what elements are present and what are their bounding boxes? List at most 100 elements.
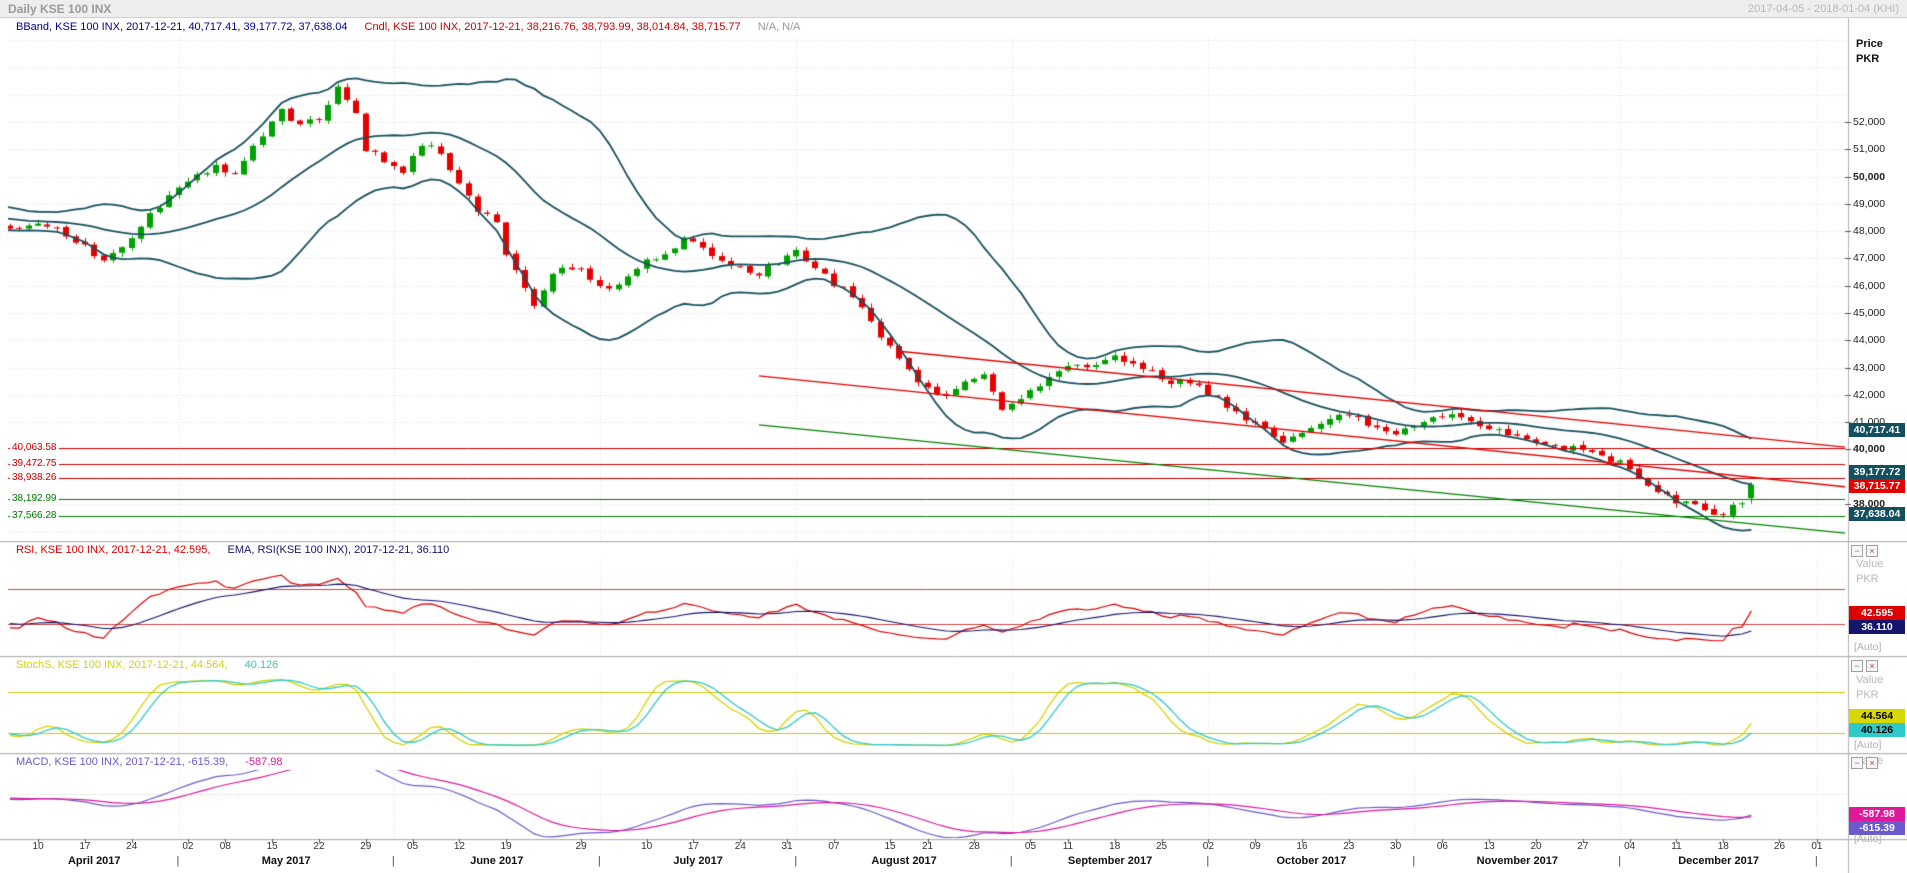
xaxis-month-separator: | <box>1618 855 1622 867</box>
title-bar: Daily KSE 100 INX 2017-04-05 - 2018-01-0… <box>0 0 1907 18</box>
price-axis-tick: 49,000 <box>1853 197 1886 210</box>
xaxis-month-separator: | <box>391 855 395 867</box>
price-axis-tick: 47,000 <box>1853 252 1886 265</box>
xaxis-month-label: July 2017 <box>673 855 723 867</box>
close-panel-icon[interactable]: × <box>1866 545 1878 557</box>
xaxis-tick-label: 02 <box>182 841 194 852</box>
price-axis-tick: 45,000 <box>1853 307 1886 320</box>
value-badge: -615.39 <box>1849 820 1905 835</box>
price-axis-tick: 42,000 <box>1853 388 1886 401</box>
xaxis-tick-label: 07 <box>828 841 840 852</box>
rsi-auto-scale[interactable]: [Auto] <box>1854 641 1882 653</box>
xaxis-month-label: May 2017 <box>261 855 311 867</box>
xaxis-tick-label: 15 <box>266 841 278 852</box>
xaxis-month-separator: | <box>794 855 798 867</box>
xaxis-tick-label: 01 <box>1811 841 1823 852</box>
xaxis-tick-label: 17 <box>79 841 91 852</box>
bband-legend[interactable]: BBand, KSE 100 INX, 2017-12-21, 40,717.4… <box>16 21 348 33</box>
minimize-panel-icon[interactable]: − <box>1851 545 1863 557</box>
xaxis-tick-label: 21 <box>921 841 934 852</box>
xaxis-tick-label: 09 <box>1249 841 1261 852</box>
macd-signal-legend[interactable]: -587.98 <box>245 756 283 768</box>
stoch-k-legend[interactable]: StochS, KSE 100 INX, 2017-12-21, 44.564, <box>16 659 228 671</box>
price-axis-tick: 44,000 <box>1853 334 1886 347</box>
minimize-panel-icon[interactable]: − <box>1851 757 1863 769</box>
value-badge: -587.98 <box>1849 806 1905 821</box>
price-axis-tick: 48,000 <box>1853 225 1886 238</box>
xaxis-month-label: April 2017 <box>67 855 121 867</box>
price-axis-unit: PKR <box>1856 53 1880 65</box>
xaxis-tick-label: 27 <box>1577 841 1589 852</box>
level-label: 38,938.26 <box>10 472 59 484</box>
close-panel-icon[interactable]: × <box>1866 757 1878 769</box>
stoch-axis-unit: PKR <box>1856 689 1879 701</box>
xaxis-month-separator: | <box>1206 855 1210 867</box>
price-axis-tick: 51,000 <box>1853 143 1886 156</box>
price-axis-tick: 43,000 <box>1853 361 1886 374</box>
price-axis-tick: 46,000 <box>1853 279 1886 292</box>
stoch-auto-scale[interactable]: [Auto] <box>1854 739 1882 751</box>
price-badge: 38,715.77 <box>1849 478 1905 493</box>
macd-series-legend[interactable]: MACD, KSE 100 INX, 2017-12-21, -615.39, <box>16 756 229 768</box>
price-axis-tick: 40,000 <box>1853 443 1886 456</box>
xaxis-month-label: June 2017 <box>470 855 524 867</box>
xaxis-month-label: August 2017 <box>871 855 937 867</box>
minimize-panel-icon[interactable]: − <box>1851 660 1863 672</box>
rsi-legend: RSI, KSE 100 INX, 2017-12-21, 42.595, EM… <box>16 544 463 556</box>
stoch-legend: StochS, KSE 100 INX, 2017-12-21, 44.564,… <box>16 659 292 671</box>
xaxis-tick-label: 29 <box>575 841 587 852</box>
xaxis-tick-label: 02 <box>1202 841 1214 852</box>
xaxis-tick-label: 04 <box>1624 841 1636 852</box>
xaxis-tick-label: 15 <box>884 841 896 852</box>
xaxis-month-separator: | <box>1412 855 1416 867</box>
macd-panel-controls: − × <box>1851 757 1878 769</box>
price-axis-title: Price <box>1856 38 1883 50</box>
macd-legend: MACD, KSE 100 INX, 2017-12-21, -615.39, … <box>16 756 297 768</box>
xaxis-tick-label: 17 <box>687 841 699 852</box>
xaxis-tick-label: 23 <box>1343 841 1355 852</box>
na-legend: N/A, N/A <box>757 21 801 33</box>
xaxis-tick-label: 11 <box>1671 841 1682 852</box>
candle-legend[interactable]: Cndl, KSE 100 INX, 2017-12-21, 38,216.76… <box>364 21 741 33</box>
xaxis-tick-label: 12 <box>453 841 465 852</box>
xaxis-tick-label: 05 <box>1024 841 1037 852</box>
chart-date-range: 2017-04-05 - 2018-01-04 (KHI) <box>1747 3 1899 15</box>
xaxis-tick-label: 19 <box>500 841 512 852</box>
xaxis-tick-label: 05 <box>407 841 419 852</box>
chart-title: Daily KSE 100 INX <box>8 2 112 16</box>
level-label: 39,472.75 <box>10 457 59 469</box>
xaxis-tick-label: 28 <box>968 841 980 852</box>
xaxis-month-separator: | <box>597 855 601 867</box>
value-badge: 40.126 <box>1849 723 1905 738</box>
macd-auto-scale[interactable]: [Auto] <box>1854 833 1882 845</box>
close-panel-icon[interactable]: × <box>1866 660 1878 672</box>
price-badge: 39,177.72 <box>1849 464 1905 479</box>
level-label: 40,063.58 <box>10 441 59 453</box>
rsi-ema-legend[interactable]: EMA, RSI(KSE 100 INX), 2017-12-21, 36.11… <box>227 544 450 556</box>
xaxis-tick-label: 26 <box>1773 841 1786 852</box>
rsi-panel-controls: − × <box>1851 545 1878 557</box>
xaxis-tick-label: 13 <box>1483 841 1495 852</box>
xaxis-tick-label: 24 <box>126 841 138 852</box>
price-badge: 40,717.41 <box>1849 422 1905 437</box>
xaxis-tick-label: 29 <box>360 841 372 852</box>
xaxis-tick-label: 22 <box>313 841 325 852</box>
level-label: 38,192.99 <box>10 492 59 504</box>
value-badge: 42.595 <box>1849 606 1905 621</box>
level-label: 37,566.28 <box>10 509 59 521</box>
rsi-axis-title: Value <box>1856 558 1884 570</box>
xaxis-tick-label: 16 <box>1296 841 1308 852</box>
stoch-axis-title: Value <box>1856 674 1884 686</box>
xaxis-month-label: September 2017 <box>1067 855 1153 867</box>
xaxis-tick-label: 10 <box>641 841 653 852</box>
stoch-d-legend[interactable]: 40.126 <box>244 659 279 671</box>
xaxis-tick-label: 30 <box>1390 841 1402 852</box>
xaxis-tick-label: 24 <box>734 841 746 852</box>
main-legend: BBand, KSE 100 INX, 2017-12-21, 40,717.4… <box>16 21 815 33</box>
price-axis-tick: 52,000 <box>1853 115 1886 128</box>
xaxis-tick-label: 25 <box>1155 841 1168 852</box>
xaxis-tick-label: 18 <box>1109 841 1121 852</box>
rsi-series-legend[interactable]: RSI, KSE 100 INX, 2017-12-21, 42.595, <box>16 544 211 556</box>
